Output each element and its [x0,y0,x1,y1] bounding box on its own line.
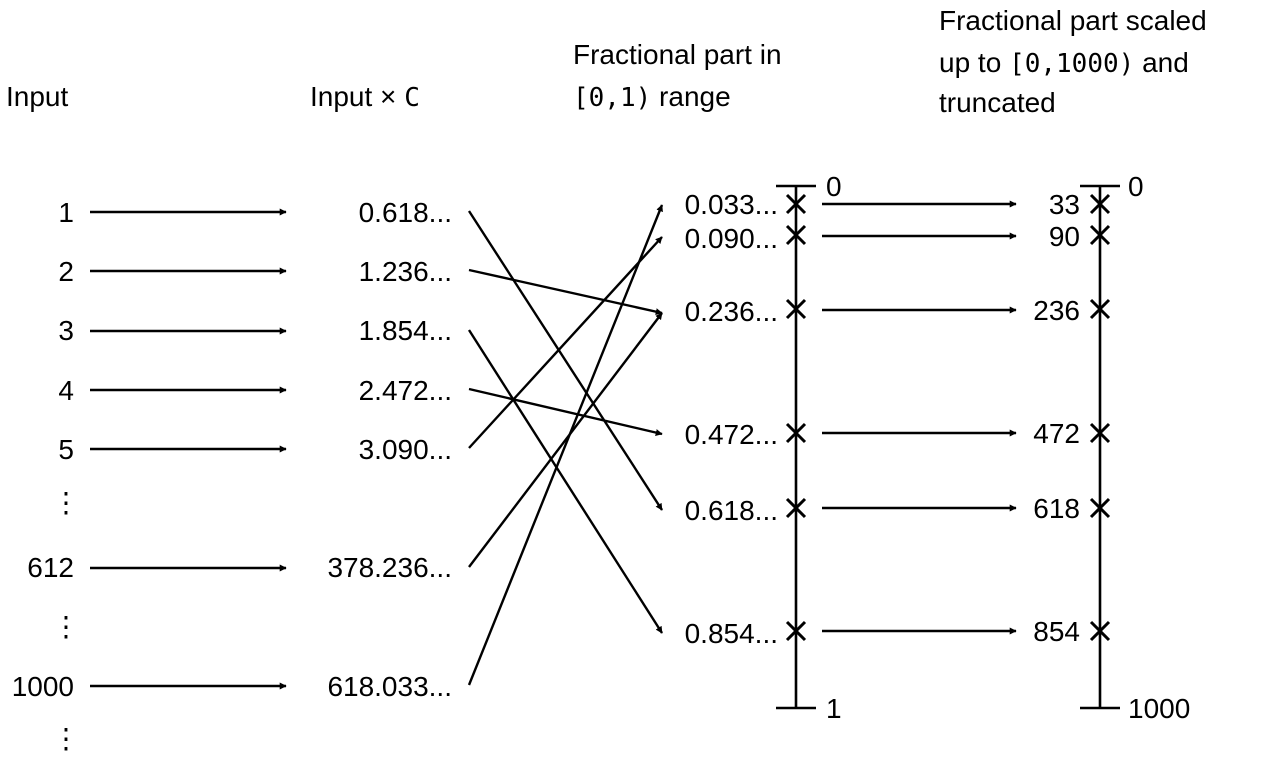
fraction-label: 0.033... [685,189,778,220]
input-label: 5 [58,434,74,465]
fraction-arrow [467,210,664,511]
ellipsis-mark: ⋮ [52,722,80,755]
input-label: 4 [58,375,74,406]
inputs-group: 1 2 3 4 5 612 1000 ⋮ ⋮ ⋮ [12,197,80,755]
fraction-arrow [467,204,664,686]
scaled-label: 33 [1049,189,1080,220]
header-fraction-suffix: range [651,81,730,112]
product-label: 0.618... [359,197,452,228]
scaled-label: 472 [1033,418,1080,449]
fraction-label: 0.618... [685,495,778,526]
fraction-arrows [467,204,664,686]
header-scaled-range: [0,1000) [1009,49,1134,79]
scaled-marker [1089,497,1111,519]
header-fraction-line1: Fractional part in [573,39,782,70]
header-scaled-suffix: and [1134,47,1189,78]
scaled-marker [1089,193,1111,215]
product-label: 1.236... [359,256,452,287]
input-label: 1 [58,197,74,228]
fraction-marker [785,193,807,215]
unit-axis-min-label: 0 [826,171,842,202]
ellipsis-mark: ⋮ [52,610,80,643]
scaled-marker [1089,620,1111,642]
header-product: Input × C [310,81,420,113]
fraction-marker [785,224,807,246]
ellipsis-mark: ⋮ [52,486,80,519]
scaled-marker [1089,224,1111,246]
fraction-label: 0.236... [685,296,778,327]
scaled-marker [1089,422,1111,444]
fraction-marker [785,422,807,444]
fraction-arrow [468,312,663,568]
unit-axis-max-label: 1 [826,693,842,724]
product-label: 3.090... [359,434,452,465]
fraction-label: 0.472... [685,419,778,450]
fraction-marker [785,298,807,320]
product-label: 378.236... [327,552,452,583]
fraction-marker [785,497,807,519]
header-scaled-line2: up to [0,1000) and [939,47,1189,79]
fractions-group: 0.033... 0.090... 0.236... 0.472... 0.61… [685,189,778,649]
header-scaled-line1: Fractional part scaled [939,5,1207,36]
header-fraction-range: [0,1) [573,83,651,113]
scaled-axis: 0 1000 [1080,171,1190,724]
scaled-axis-min-label: 0 [1128,171,1144,202]
input-label: 2 [58,256,74,287]
unit-axis: 0 1 [776,171,842,724]
product-label: 2.472... [359,375,452,406]
scaled-marker [1089,298,1111,320]
scaled-group: 33 90 236 472 618 854 [1033,189,1080,647]
scaled-label: 618 [1033,493,1080,524]
fraction-arrow [468,236,663,449]
fraction-arrow [467,329,664,634]
fraction-label: 0.854... [685,618,778,649]
input-label: 3 [58,315,74,346]
header-scaled-line3: truncated [939,87,1056,118]
header-fraction-line2: [0,1) range [573,81,731,113]
header-product-prefix: Input × [310,81,404,112]
products-group: 0.618... 1.236... 1.854... 2.472... 3.09… [327,197,452,702]
input-label: 612 [27,552,74,583]
header-input: Input [6,81,68,112]
input-label: 1000 [12,671,74,702]
fraction-label: 0.090... [685,223,778,254]
product-label: 618.033... [327,671,452,702]
fraction-arrow [468,268,663,316]
fraction-arrow [468,387,663,436]
scaled-label: 90 [1049,221,1080,252]
header-product-const: C [404,83,420,113]
scaled-label: 854 [1033,616,1080,647]
fraction-marker [785,620,807,642]
multiply-arrows [90,208,287,690]
scaled-label: 236 [1033,295,1080,326]
scale-arrows [822,200,1017,635]
product-label: 1.854... [359,315,452,346]
header-scaled-prefix: up to [939,47,1009,78]
scaled-axis-max-label: 1000 [1128,693,1190,724]
